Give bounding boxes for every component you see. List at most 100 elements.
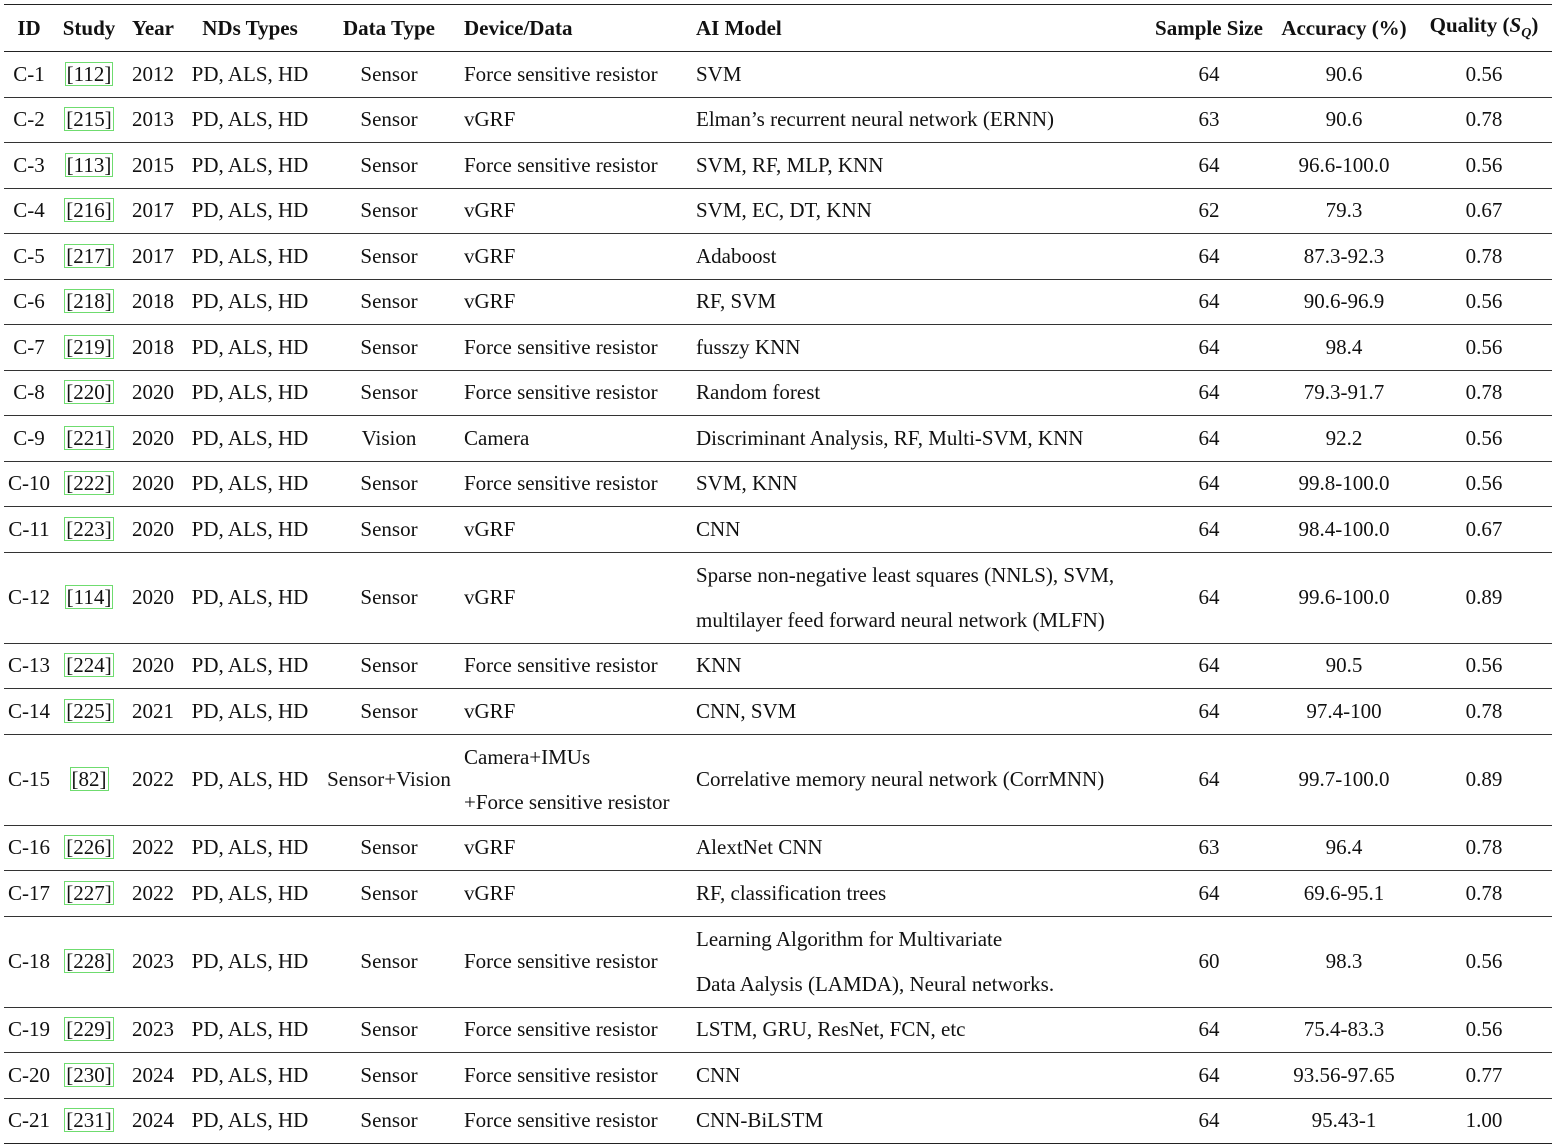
- cell-sample-size: 64: [1146, 233, 1272, 280]
- cell-device-line: vGRF: [464, 243, 516, 268]
- cell-ai-model: SVM, EC, DT, KNN: [692, 188, 1146, 234]
- citation-link[interactable]: [228]: [64, 949, 114, 973]
- cell-ai-model: LSTM, GRU, ResNet, FCN, etc: [692, 1007, 1146, 1053]
- citation-link[interactable]: [113]: [64, 152, 114, 177]
- cell-device-line: Camera+IMUs: [464, 744, 591, 769]
- cell-device-line: vGRF: [464, 698, 516, 723]
- citation-link[interactable]: [114]: [64, 585, 114, 609]
- citation-link[interactable]: [230]: [64, 1062, 114, 1087]
- citation-link[interactable]: [225]: [64, 698, 114, 723]
- cell-study: [82]: [54, 734, 124, 826]
- cell-study: [112]: [54, 51, 124, 98]
- cell-id: C-1: [4, 51, 54, 98]
- cell-ai-model-line: LSTM, GRU, ResNet, FCN, etc: [696, 1017, 966, 1042]
- citation-link[interactable]: [229]: [64, 1017, 114, 1042]
- citation-link[interactable]: [215]: [64, 107, 114, 132]
- citation-link[interactable]: [82]: [69, 767, 109, 791]
- cell-ai-model-line: Sparse non-negative least squares (NNLS)…: [696, 562, 1115, 587]
- citation-link[interactable]: [223]: [64, 516, 114, 541]
- cell-accuracy: 98.4-100.0: [1272, 506, 1416, 553]
- cell-quality: 0.56: [1416, 51, 1552, 98]
- citation-link[interactable]: [217]: [64, 243, 114, 268]
- cell-sample-size: 60: [1146, 916, 1272, 1008]
- cell-data-type: Sensor: [318, 324, 460, 371]
- cell-nds-types: PD, ALS, HD: [182, 279, 318, 325]
- cell-ai-model: SVM: [692, 51, 1146, 98]
- table-body: C-1 [112] 2012 PD, ALS, HD Sensor Force sensi…: [4, 51, 1552, 1144]
- cell-ai-model: SVM, RF, MLP, KNN: [692, 142, 1146, 189]
- cell-data-type: Sensor: [318, 51, 460, 98]
- cell-study: [223]: [54, 506, 124, 553]
- cell-quality: 0.78: [1416, 870, 1552, 917]
- cell-device: Force sensitive resistor: [460, 324, 692, 371]
- cell-ai-model-line: CNN, SVM: [696, 698, 797, 723]
- cell-device: vGRF: [460, 825, 692, 871]
- cell-data-type: Sensor: [318, 916, 460, 1008]
- cell-device: vGRF: [460, 506, 692, 553]
- cell-device: Force sensitive resistor: [460, 51, 692, 98]
- cell-sample-size: 64: [1146, 506, 1272, 553]
- cell-nds-types: PD, ALS, HD: [182, 370, 318, 416]
- citation-link[interactable]: [220]: [64, 380, 114, 405]
- cell-study: [215]: [54, 97, 124, 143]
- table-row: C-19 [229] 2023 PD, ALS, HD Sensor Force sens…: [4, 1007, 1552, 1053]
- cell-study: [226]: [54, 825, 124, 871]
- citation-link[interactable]: [219]: [64, 334, 114, 359]
- cell-device-line: Force sensitive resistor: [464, 334, 658, 359]
- citation-link[interactable]: [216]: [64, 198, 114, 223]
- cell-accuracy: 90.5: [1272, 643, 1416, 689]
- cell-accuracy: 79.3: [1272, 188, 1416, 234]
- citation-link[interactable]: [221]: [64, 425, 114, 450]
- cell-device-line: +Force sensitive resistor: [464, 789, 670, 814]
- cell-year: 2022: [124, 870, 182, 917]
- citation-link[interactable]: [222]: [64, 471, 114, 496]
- cell-sample-size: 64: [1146, 870, 1272, 917]
- citation-link[interactable]: [231]: [64, 1108, 114, 1133]
- cell-id: C-19: [4, 1007, 54, 1053]
- cell-study: [216]: [54, 188, 124, 234]
- cell-study: [229]: [54, 1007, 124, 1053]
- cell-quality: 0.56: [1416, 916, 1552, 1008]
- cell-year: 2020: [124, 552, 182, 644]
- cell-nds-types: PD, ALS, HD: [182, 97, 318, 143]
- citation-link[interactable]: [112]: [64, 61, 114, 86]
- cell-data-type: Sensor: [318, 279, 460, 325]
- citation-link[interactable]: [218]: [64, 289, 114, 314]
- cell-ai-model-line: SVM, RF, MLP, KNN: [696, 152, 884, 177]
- citation-link[interactable]: [226]: [64, 835, 114, 860]
- cell-sample-size: 64: [1146, 461, 1272, 507]
- cell-nds-types: PD, ALS, HD: [182, 643, 318, 689]
- cell-ai-model: fusszy KNN: [692, 324, 1146, 371]
- table-row: C-17 [227] 2022 PD, ALS, HD Sensor vGRF RF, cl…: [4, 870, 1552, 917]
- cell-quality: 0.89: [1416, 552, 1552, 644]
- table-row: C-1 [112] 2012 PD, ALS, HD Sensor Force sensi…: [4, 51, 1552, 98]
- cell-accuracy: 98.3: [1272, 916, 1416, 1008]
- cell-nds-types: PD, ALS, HD: [182, 506, 318, 553]
- cell-study: [219]: [54, 324, 124, 371]
- cell-nds-types: PD, ALS, HD: [182, 552, 318, 644]
- table-row: C-5 [217] 2017 PD, ALS, HD Sensor vGRF Adaboos…: [4, 233, 1552, 280]
- cell-device-line: Force sensitive resistor: [464, 949, 658, 973]
- cell-quality: 0.56: [1416, 461, 1552, 507]
- cell-data-type: Sensor: [318, 188, 460, 234]
- table-row: C-13 [224] 2020 PD, ALS, HD Sensor Force sens…: [4, 643, 1552, 689]
- cell-study: [224]: [54, 643, 124, 689]
- cell-device-line: Force sensitive resistor: [464, 152, 658, 177]
- cell-device: Force sensitive resistor: [460, 461, 692, 507]
- citation-link[interactable]: [224]: [64, 653, 114, 678]
- cell-ai-model-line: fusszy KNN: [696, 334, 801, 359]
- cell-data-type: Sensor: [318, 97, 460, 143]
- cell-quality: 0.78: [1416, 688, 1552, 735]
- header-study: Study: [54, 4, 124, 52]
- cell-data-type: Sensor: [318, 870, 460, 917]
- cell-nds-types: PD, ALS, HD: [182, 233, 318, 280]
- citation-link[interactable]: [227]: [64, 880, 114, 905]
- header-quality-s: S: [1509, 13, 1522, 38]
- cell-sample-size: 64: [1146, 415, 1272, 462]
- cell-ai-model: AlextNet CNN: [692, 825, 1146, 871]
- cell-data-type: Sensor: [318, 370, 460, 416]
- cell-id: C-21: [4, 1098, 54, 1144]
- cell-accuracy: 95.43-1: [1272, 1098, 1416, 1144]
- cell-device-line: vGRF: [464, 880, 516, 905]
- cell-accuracy: 99.6-100.0: [1272, 552, 1416, 644]
